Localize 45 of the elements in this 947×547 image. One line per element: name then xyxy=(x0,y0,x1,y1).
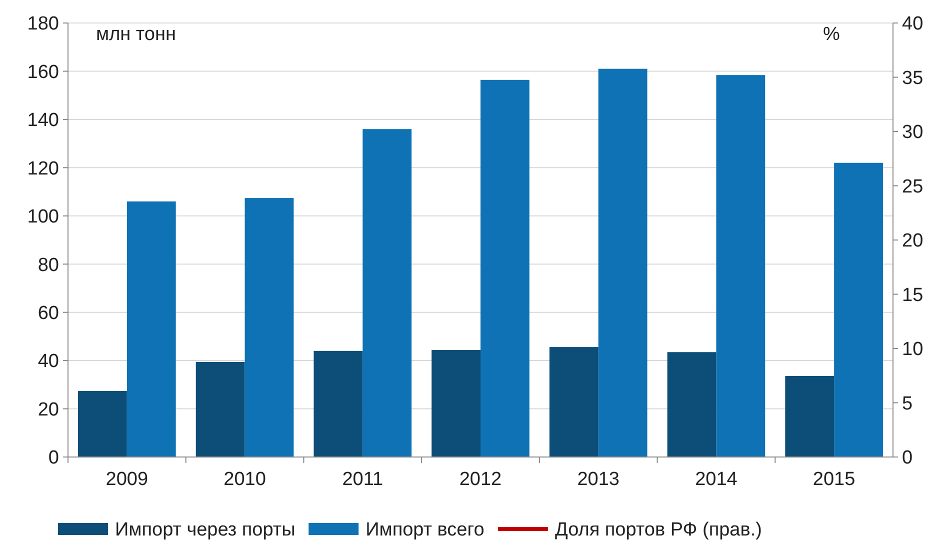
bar xyxy=(834,162,883,457)
y2-tick-label: 15 xyxy=(902,284,924,306)
bar xyxy=(196,362,245,457)
y-tick-label: 20 xyxy=(38,399,59,420)
y-tick-label: 60 xyxy=(38,302,59,324)
x-tick-label: 2011 xyxy=(342,469,384,490)
bar xyxy=(78,390,127,457)
bar xyxy=(598,68,648,457)
y-tick-label: 40 xyxy=(38,351,59,372)
y2-tick-label: 25 xyxy=(902,176,924,198)
y-axis-title: млн тонн xyxy=(96,24,176,45)
bar xyxy=(432,350,480,457)
bar xyxy=(362,129,412,457)
x-tick-label: 2012 xyxy=(459,469,502,490)
x-tick-label: 2015 xyxy=(812,469,856,490)
legend-label: Доля портов РФ (прав.) xyxy=(555,520,762,541)
y2-tick-label: 35 xyxy=(902,68,924,89)
x-tick-label: 2010 xyxy=(224,469,266,490)
y2-tick-label: 5 xyxy=(902,393,913,414)
y-tick-label: 80 xyxy=(38,254,59,276)
bar xyxy=(716,75,766,457)
x-tick-label: 2014 xyxy=(695,469,738,490)
y-tick-label: 100 xyxy=(27,206,59,228)
x-tick-label: 2013 xyxy=(577,469,620,490)
y-tick-label: 0 xyxy=(48,448,59,469)
x-tick-label: 2009 xyxy=(106,469,148,490)
bar xyxy=(667,352,716,457)
bar xyxy=(126,201,176,457)
bar xyxy=(785,376,834,457)
bar xyxy=(244,198,294,457)
legend-label: Импорт всего xyxy=(366,520,484,541)
y-tick-label: 180 xyxy=(27,14,59,35)
y2-tick-label: 0 xyxy=(902,448,913,469)
legend-label: Импорт через порты xyxy=(115,520,296,541)
bar xyxy=(314,350,363,457)
bar xyxy=(549,347,598,457)
y-tick-label: 160 xyxy=(27,62,59,83)
y2-tick-label: 40 xyxy=(902,14,924,35)
bar xyxy=(480,80,530,457)
y2-tick-label: 30 xyxy=(902,122,924,144)
y2-axis-title: % xyxy=(823,24,840,45)
y-tick-label: 140 xyxy=(27,110,59,132)
y-tick-label: 120 xyxy=(27,158,59,180)
y2-tick-label: 10 xyxy=(902,339,924,360)
y2-tick-label: 20 xyxy=(902,230,924,252)
